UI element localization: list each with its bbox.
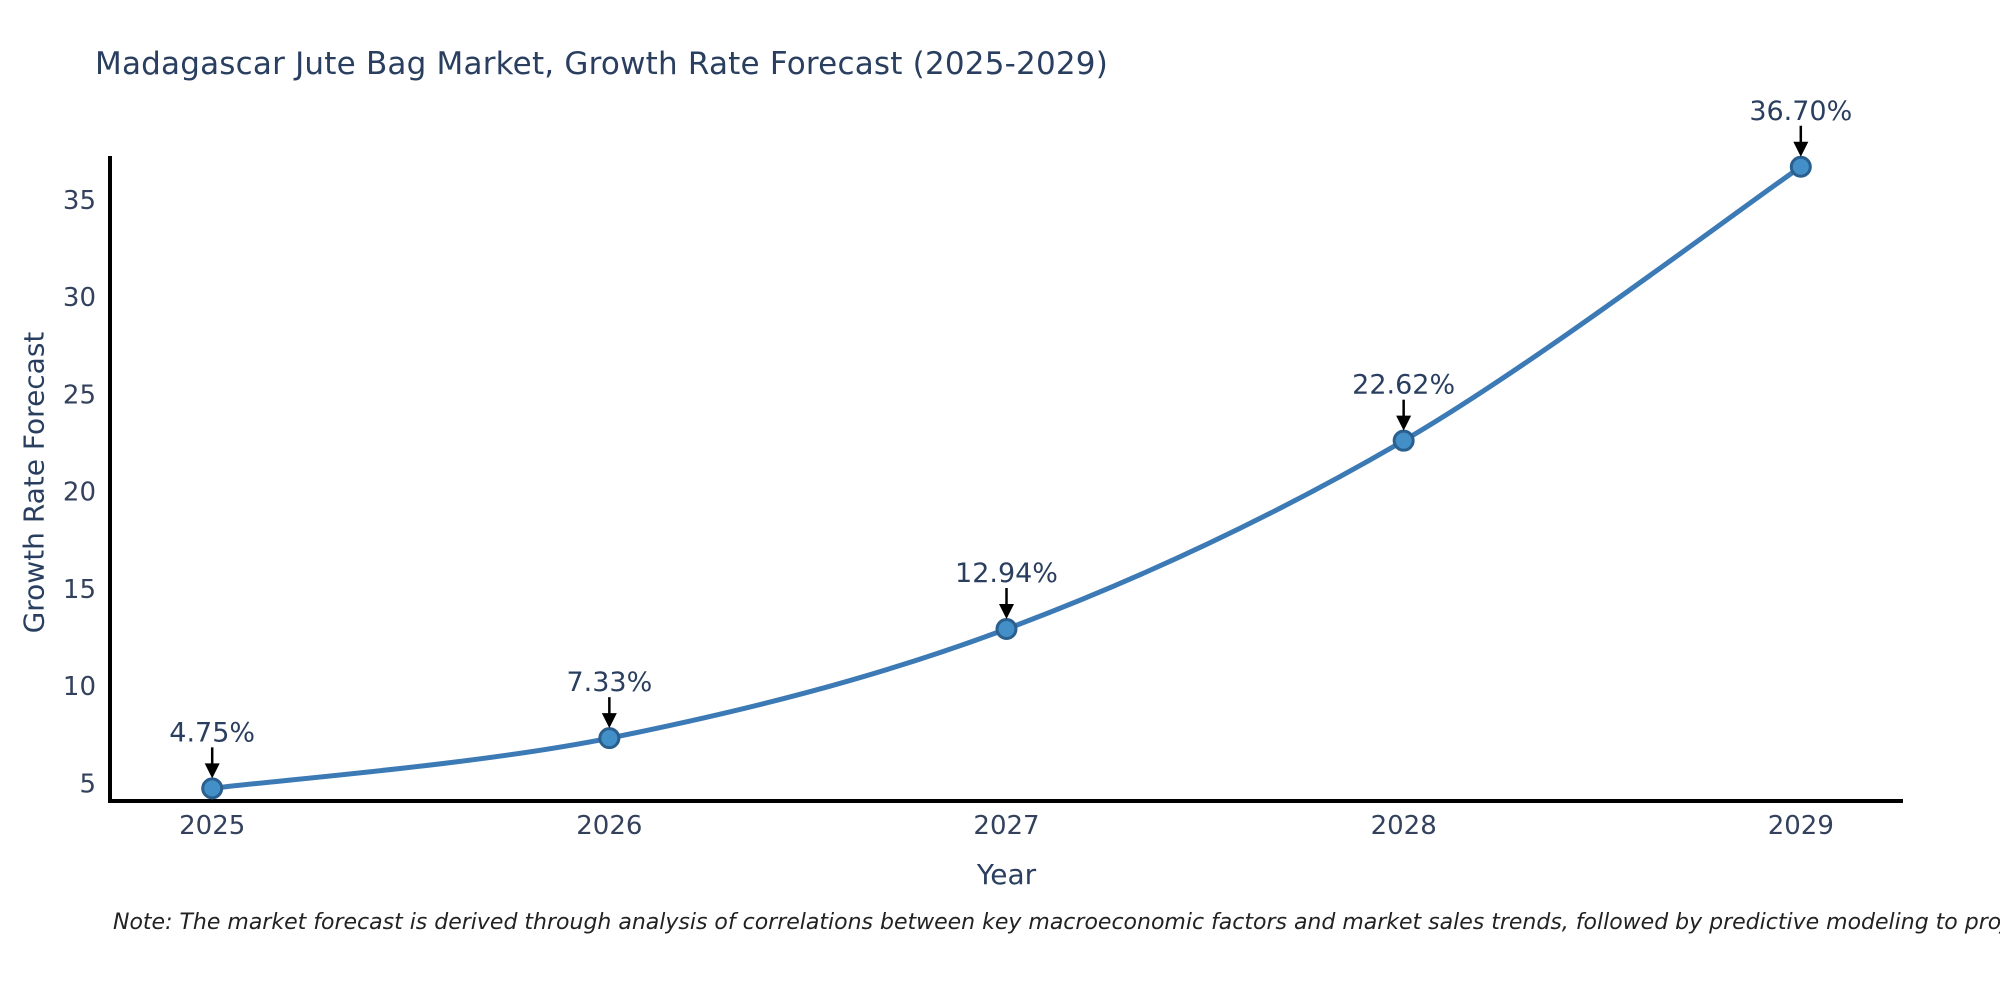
- annotation-arrowhead: [1793, 141, 1809, 157]
- y-tick-label: 5: [79, 769, 96, 799]
- y-tick-label: 25: [63, 380, 96, 410]
- x-tick-label: 2025: [179, 811, 245, 841]
- y-tick-label: 30: [63, 283, 96, 313]
- point-annotation: 4.75%: [169, 717, 255, 748]
- point-annotation: 12.94%: [955, 558, 1058, 589]
- y-tick-label: 10: [63, 672, 96, 702]
- y-tick-label: 35: [63, 186, 96, 216]
- chart-title: Madagascar Jute Bag Market, Growth Rate …: [95, 46, 1109, 82]
- point-annotation: 7.33%: [566, 667, 652, 698]
- x-tick-label: 2029: [1768, 811, 1834, 841]
- data-point-marker: [1789, 155, 1812, 178]
- data-point-marker: [995, 618, 1018, 641]
- annotation-arrowhead: [1396, 415, 1412, 431]
- data-point-marker: [1392, 429, 1415, 452]
- trend-line: [209, 164, 1804, 791]
- annotation-arrowhead: [601, 713, 617, 729]
- x-tick-label: 2027: [973, 811, 1039, 841]
- data-point-marker: [201, 777, 224, 800]
- annotation-arrowhead: [204, 763, 220, 779]
- data-point-marker: [598, 727, 621, 750]
- point-annotation: 36.70%: [1749, 96, 1852, 127]
- y-tick-label: 20: [63, 478, 96, 508]
- x-axis-title: Year: [976, 858, 1037, 891]
- y-tick-label: 15: [63, 575, 96, 605]
- x-tick-label: 2026: [576, 811, 642, 841]
- point-annotation: 22.62%: [1352, 370, 1455, 401]
- x-tick-label: 2028: [1371, 811, 1437, 841]
- footnote: Note: The market forecast is derived thr…: [113, 910, 2000, 935]
- annotation-arrowhead: [999, 604, 1014, 620]
